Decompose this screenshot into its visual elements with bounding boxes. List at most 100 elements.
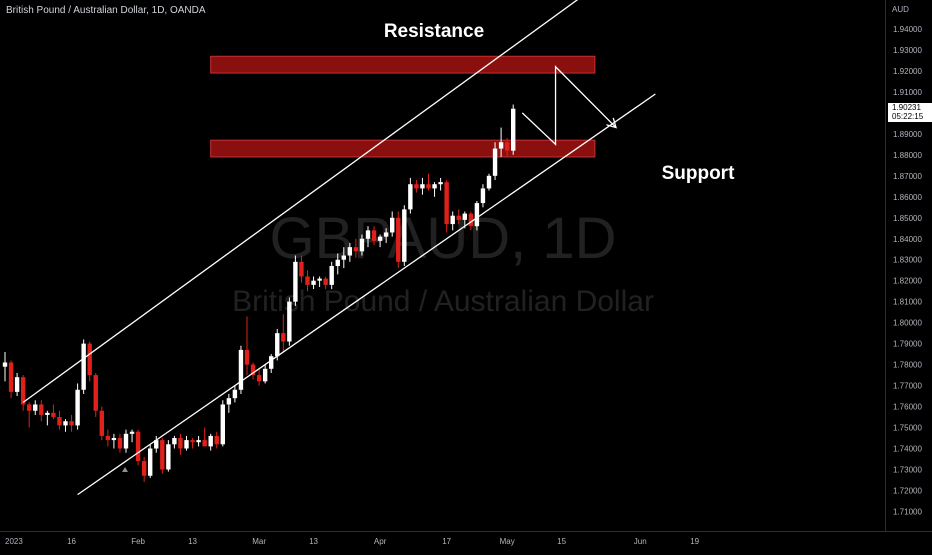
candle-body: [184, 440, 189, 449]
candle-body: [414, 184, 419, 189]
price-tick-label: 1.89000: [893, 130, 922, 139]
time-tick-label: Mar: [252, 537, 266, 546]
currency-label: AUD: [892, 5, 909, 14]
candle-body: [214, 435, 219, 445]
candle-body: [57, 417, 62, 426]
candle-body: [141, 461, 147, 476]
time-axis[interactable]: 2023 16 Feb 13 Mar 13 Apr 17 May 15 Jun 19: [5, 537, 700, 546]
zones-layer: [210, 55, 596, 158]
candle-body: [504, 142, 510, 151]
price-tick-label: 1.75000: [893, 424, 922, 433]
candle-body: [93, 375, 98, 411]
price-tick-label: 1.73000: [893, 465, 922, 474]
candle-body: [287, 301, 292, 342]
candle-body: [462, 213, 467, 220]
watermark-ticker: GBPAUD, 1D: [269, 206, 616, 271]
candle-body: [14, 377, 20, 392]
lower-channel-line: [77, 93, 656, 496]
symbol-title[interactable]: British Pound / Australian Dollar, 1D, O…: [6, 5, 206, 16]
price-tick-label: 1.79000: [893, 340, 922, 349]
candle-body: [305, 276, 310, 285]
candle-body: [27, 404, 32, 411]
price-tick-label: 1.82000: [893, 277, 922, 286]
candle-body: [371, 230, 377, 241]
candle-body: [117, 438, 123, 449]
resistance-zone: [210, 55, 596, 74]
candle-body: [154, 440, 159, 449]
price-tick-label: 1.88000: [893, 151, 922, 160]
candle-body: [135, 431, 141, 462]
candle-body: [190, 440, 195, 443]
candle-body: [420, 184, 425, 189]
candle-body: [105, 435, 111, 441]
candle-body: [498, 142, 504, 149]
last-price-badge: 1.90231 05:22:15: [888, 103, 932, 122]
candle-body: [269, 356, 274, 369]
candle-body: [45, 412, 50, 415]
price-tick-label: 1.87000: [893, 172, 922, 181]
candle-body: [480, 188, 486, 204]
candle-body: [511, 108, 516, 151]
price-tick-label: 1.71000: [893, 507, 922, 516]
candle-body: [166, 444, 171, 470]
last-price-value: 1.90231: [892, 103, 921, 112]
price-tick-label: 1.78000: [893, 361, 922, 370]
candle-body: [281, 333, 286, 342]
candle-body: [148, 448, 153, 476]
time-tick-label: May: [500, 537, 515, 546]
candle-body: [486, 175, 492, 189]
price-axis[interactable]: 1.940001.930001.920001.910001.900001.890…: [893, 25, 922, 516]
candle-body: [2, 362, 8, 367]
candle-body: [129, 431, 135, 434]
candle-body: [75, 389, 80, 426]
candle-body: [51, 412, 56, 418]
time-tick-label: 13: [188, 537, 197, 546]
time-tick-label: 19: [690, 537, 699, 546]
candle-body: [426, 184, 431, 189]
candle-body: [450, 215, 455, 225]
candles-layer: [2, 104, 516, 483]
candle-body: [208, 435, 213, 447]
support-zone: [210, 139, 596, 158]
candle-body: [402, 209, 407, 262]
candle-body: [341, 255, 346, 260]
candle-body: [335, 259, 340, 267]
bar-countdown: 05:22:15: [892, 112, 924, 121]
candle-body: [299, 261, 304, 277]
candle-body: [256, 375, 262, 382]
time-tick-label: Feb: [131, 537, 145, 546]
candle-body: [99, 410, 104, 436]
time-tick-label: 2023: [5, 537, 23, 546]
candle-body: [329, 266, 334, 285]
candle-body: [250, 364, 256, 376]
candle-body: [196, 440, 201, 443]
support-label: Support: [662, 163, 735, 184]
price-tick-label: 1.81000: [893, 298, 922, 307]
candle-body: [456, 215, 461, 220]
candle-body: [220, 404, 225, 445]
candle-body: [293, 261, 298, 302]
candle-body: [262, 368, 268, 382]
price-tick-label: 1.86000: [893, 193, 922, 202]
candle-body: [178, 438, 183, 449]
projection-arrowhead: [606, 117, 618, 129]
candle-body: [365, 230, 371, 239]
candle-body: [33, 404, 38, 411]
candle-body: [474, 203, 480, 227]
time-tick-label: Apr: [374, 537, 387, 546]
time-tick-label: 13: [309, 537, 318, 546]
candle-body: [353, 247, 359, 252]
upper-channel-line: [22, 0, 579, 403]
price-tick-label: 1.85000: [893, 214, 922, 223]
time-tick-label: 17: [442, 537, 451, 546]
watermark-name: British Pound / Australian Dollar: [232, 285, 654, 318]
candle-body: [468, 213, 474, 227]
candle-body: [123, 433, 129, 449]
candle-body: [172, 438, 177, 445]
resistance-label: Resistance: [384, 21, 484, 42]
price-tick-label: 1.83000: [893, 256, 922, 265]
candle-body: [359, 238, 365, 252]
price-tick-label: 1.80000: [893, 319, 922, 328]
